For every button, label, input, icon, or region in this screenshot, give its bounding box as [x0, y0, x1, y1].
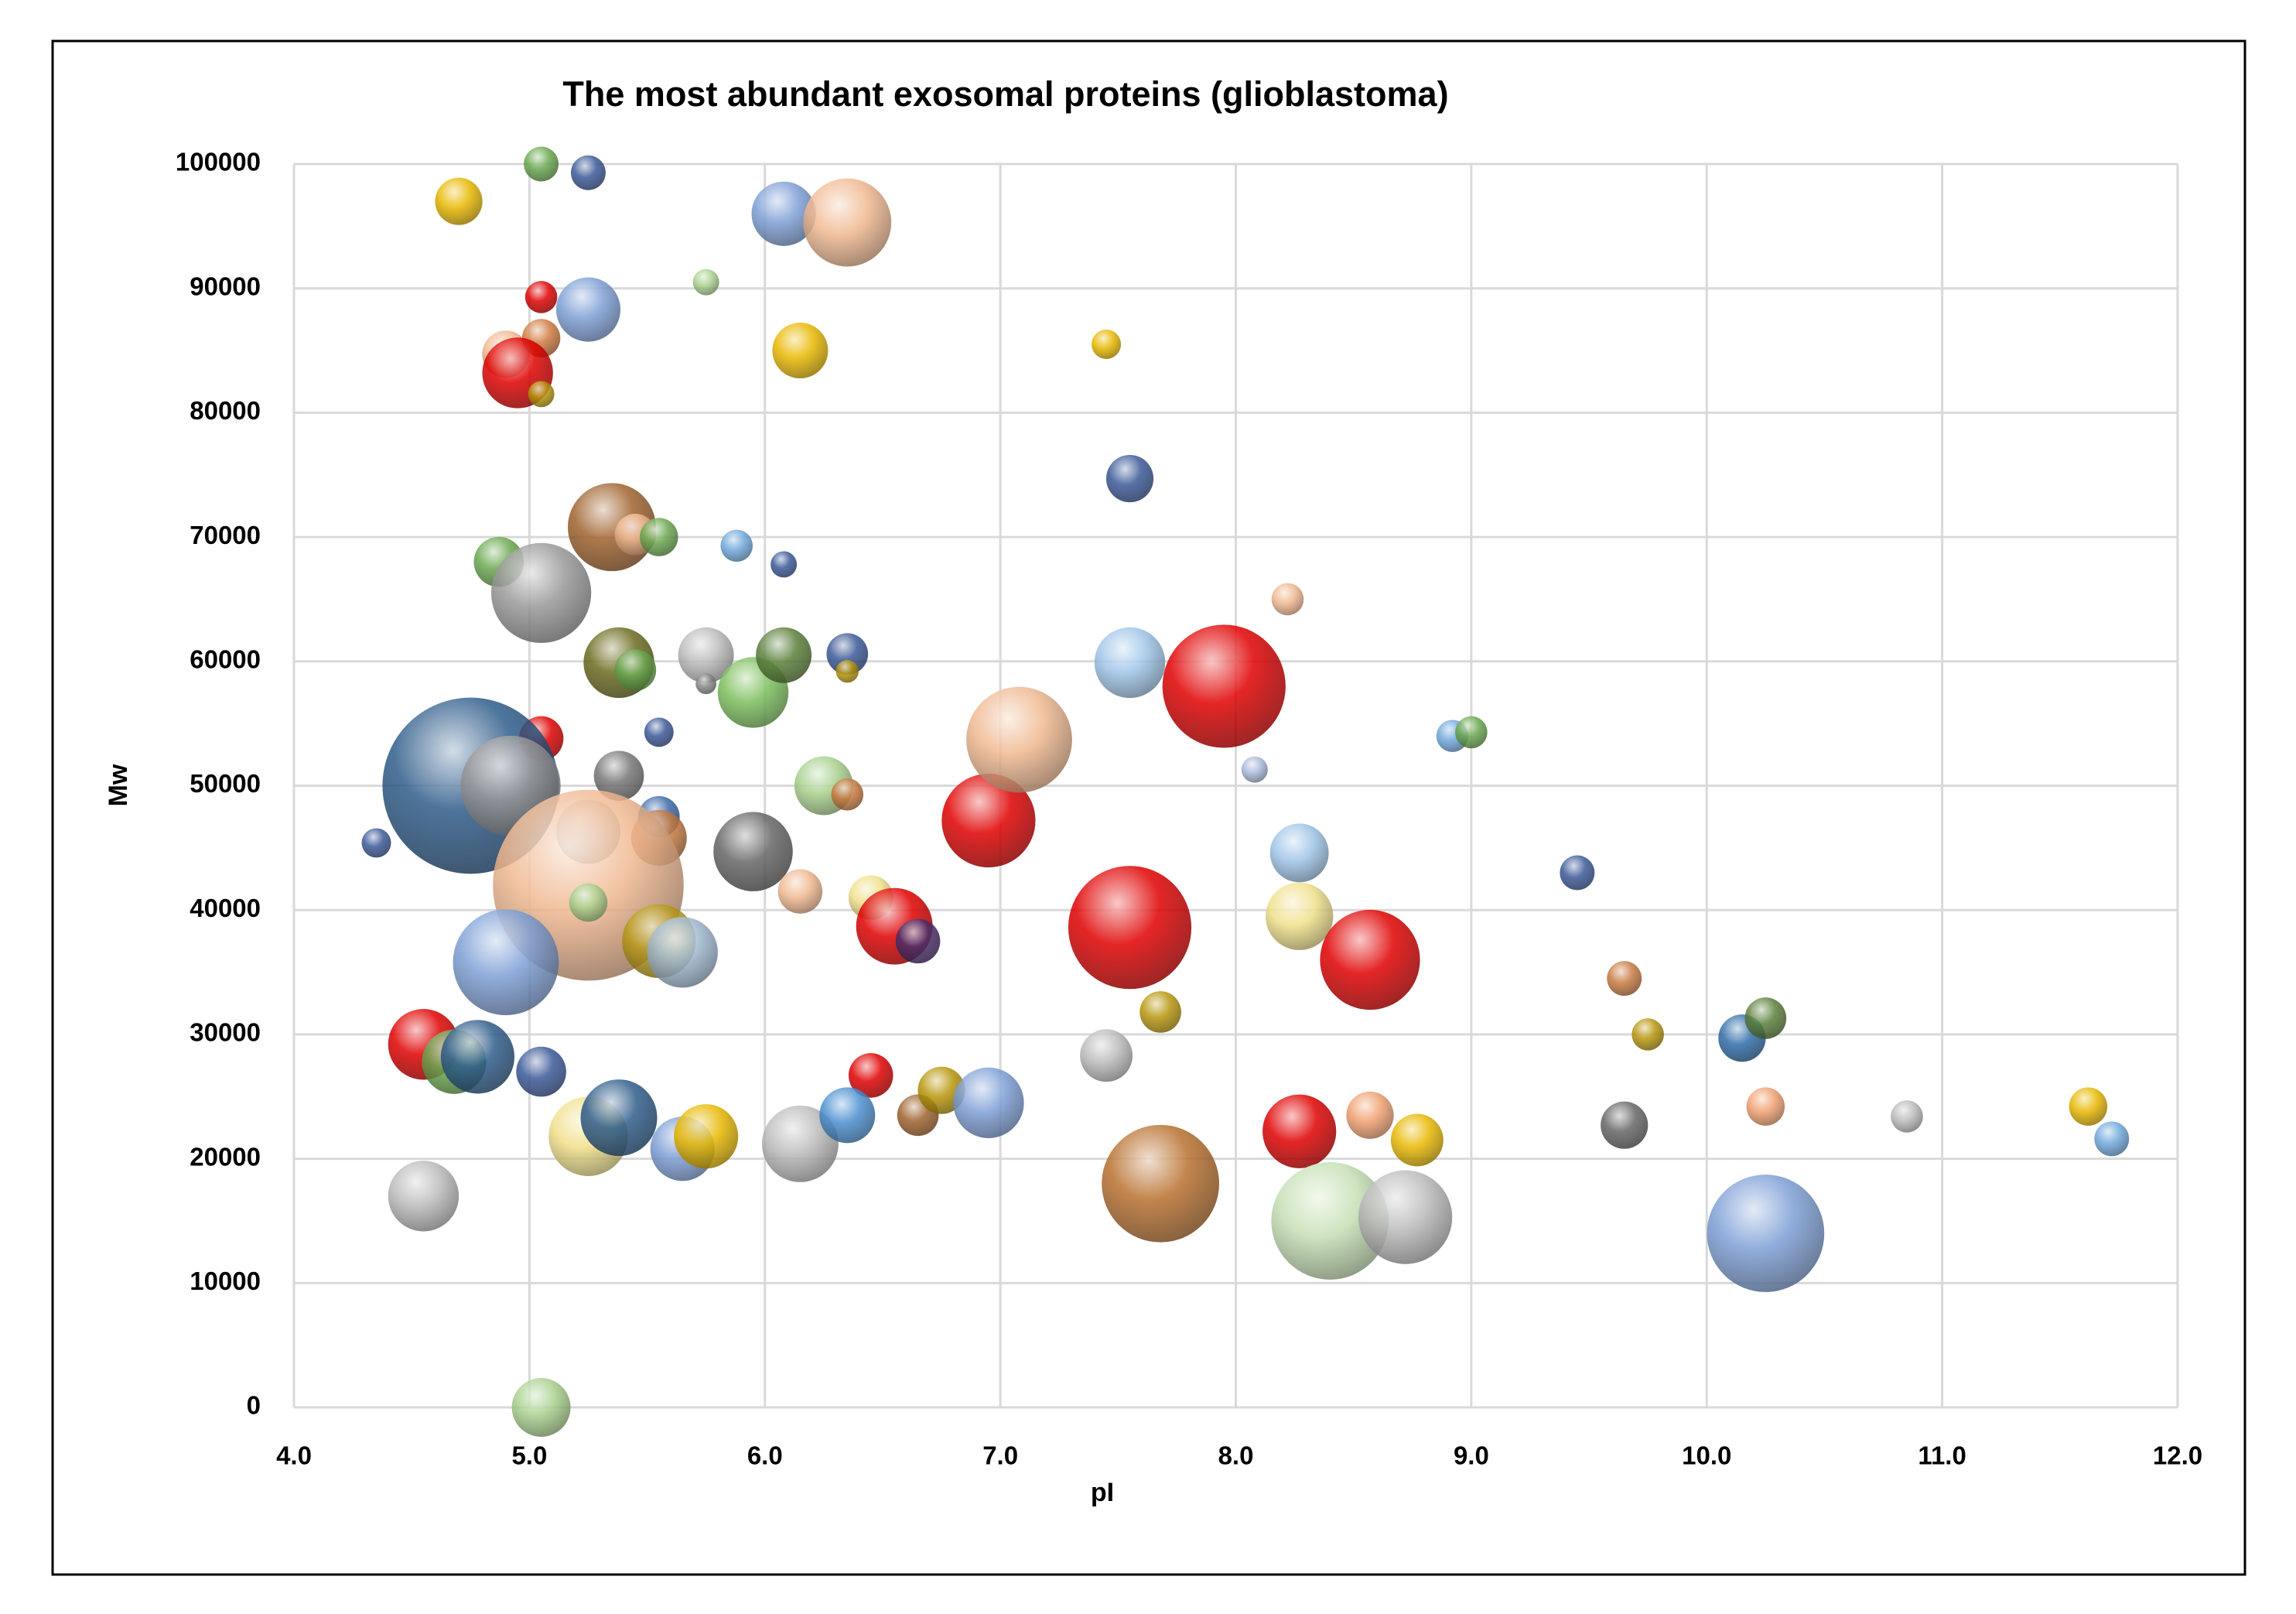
- bubble: [695, 673, 717, 695]
- bubble: [770, 551, 798, 578]
- bubble: [511, 1378, 571, 1437]
- bubble: [516, 1046, 566, 1097]
- bubble: [777, 869, 823, 914]
- bubble: [1105, 454, 1154, 503]
- x-tick-label: 4.0: [276, 1441, 312, 1470]
- y-tick-label: 40000: [190, 894, 261, 922]
- bubble: [848, 1053, 893, 1098]
- y-tick-label: 20000: [190, 1142, 261, 1171]
- bubble: [1102, 1124, 1219, 1243]
- y-tick-label: 90000: [190, 272, 261, 300]
- x-axis-label: pI: [1091, 1478, 1114, 1507]
- x-tick-label: 5.0: [511, 1441, 547, 1470]
- bubble: [720, 529, 753, 563]
- x-tick-label: 9.0: [1454, 1441, 1489, 1470]
- bubble: [751, 181, 816, 246]
- bubble: [1455, 716, 1488, 749]
- bubble: [1080, 1029, 1133, 1082]
- bubble: [1601, 1101, 1649, 1149]
- y-tick-label: 100000: [176, 148, 261, 176]
- bubble: [692, 268, 719, 296]
- x-tick-label: 12.0: [2153, 1441, 2202, 1470]
- bubble: [1271, 1162, 1389, 1280]
- bubble: [524, 146, 559, 182]
- bubble: [388, 1161, 460, 1232]
- bubble: [524, 281, 558, 313]
- bubble: [1266, 882, 1334, 950]
- bubble: [1390, 1113, 1444, 1167]
- y-tick-label: 0: [247, 1391, 261, 1420]
- bubble: [1162, 624, 1286, 748]
- bubble: [1346, 1091, 1394, 1139]
- x-tick-label: 8.0: [1218, 1441, 1254, 1470]
- bubble: [580, 1079, 658, 1157]
- bubble: [1262, 1094, 1337, 1168]
- bubble: [435, 177, 483, 225]
- bubble: [678, 627, 734, 683]
- y-tick-label: 50000: [190, 769, 261, 798]
- bubble: [1744, 997, 1787, 1039]
- bubble: [1560, 855, 1595, 891]
- bubble: [440, 1020, 515, 1094]
- x-tick-label: 11.0: [1918, 1441, 1966, 1470]
- bubble: [713, 812, 793, 891]
- bubble: [835, 659, 859, 683]
- y-axis-label: Mw: [104, 764, 133, 806]
- bubble: [756, 627, 812, 683]
- bubble: [647, 917, 718, 988]
- chart-title: The most abundant exosomal proteins (gli…: [562, 74, 1448, 114]
- bubble: [1068, 866, 1192, 990]
- bubble: [555, 277, 621, 342]
- y-tick-label: 70000: [190, 521, 261, 549]
- bubble: [1707, 1175, 1825, 1292]
- bubble: [571, 155, 606, 190]
- bubble: [1358, 1170, 1453, 1264]
- x-tick-label: 6.0: [747, 1441, 783, 1470]
- bubble: [593, 751, 644, 801]
- bubble: [569, 883, 608, 922]
- bubble: [1631, 1018, 1664, 1051]
- bubble: [895, 918, 941, 964]
- bubble: [1094, 627, 1166, 699]
- bubble: [490, 542, 592, 644]
- x-tick-label: 10.0: [1682, 1441, 1731, 1470]
- bubble: [1241, 756, 1268, 783]
- bubble: [361, 828, 391, 858]
- chart-frame: [51, 39, 2246, 1576]
- bubble: [528, 381, 555, 408]
- bubble: [1891, 1100, 1923, 1133]
- bubble: [803, 178, 892, 267]
- bubble: [1607, 961, 1642, 997]
- bubble: [826, 633, 869, 675]
- bubble: [1271, 583, 1304, 616]
- bubble: [761, 1105, 839, 1182]
- bubble: [2094, 1121, 2130, 1157]
- y-tick-label: 80000: [190, 396, 261, 425]
- x-tick-label: 7.0: [982, 1441, 1018, 1470]
- bubble: [819, 1087, 876, 1144]
- bubble: [614, 649, 657, 691]
- bubble: [1092, 330, 1122, 359]
- bubble: [640, 518, 678, 556]
- bubble: [831, 778, 864, 811]
- bubbles: [361, 146, 2130, 1437]
- bubble: [1320, 909, 1420, 1010]
- bubble: [453, 909, 559, 1016]
- bubble: [953, 1067, 1024, 1138]
- bubble: [966, 686, 1072, 793]
- bubble: [941, 773, 1036, 868]
- bubble: [772, 323, 829, 379]
- bubble: [1139, 991, 1181, 1033]
- bubble: [1746, 1087, 1785, 1126]
- y-tick-label: 10000: [190, 1267, 261, 1295]
- bubble: [2069, 1087, 2108, 1126]
- bubble: [1269, 823, 1329, 883]
- bubble: [674, 1104, 739, 1169]
- y-tick-label: 30000: [190, 1018, 261, 1047]
- y-tick-label: 60000: [190, 645, 261, 674]
- bubble: [644, 717, 674, 747]
